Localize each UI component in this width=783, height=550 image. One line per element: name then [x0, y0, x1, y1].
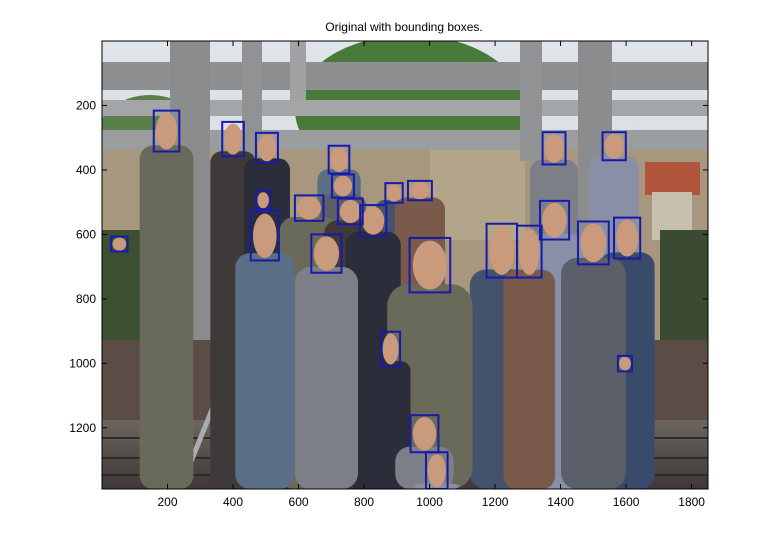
y-axis: 200 400 600 800 1000 1200	[69, 98, 708, 435]
bounding-box	[576, 220, 610, 266]
person-face	[580, 223, 607, 263]
person-body	[503, 269, 556, 489]
bounding-box	[110, 235, 129, 253]
x-tick-label: 600	[289, 495, 309, 509]
person-body	[235, 253, 295, 489]
person-face	[297, 196, 322, 220]
person-face	[412, 240, 447, 290]
bounding-box	[541, 131, 567, 166]
x-tick-label: 1000	[416, 495, 443, 509]
person-face	[223, 123, 243, 155]
y-tick-label: 1000	[69, 356, 96, 370]
bounding-box	[336, 197, 364, 226]
person-face	[155, 112, 178, 150]
bounding-box	[221, 120, 245, 158]
x-tick-label: 200	[157, 495, 177, 509]
person-body	[294, 266, 359, 489]
person-face	[333, 175, 353, 197]
y-tick-label: 800	[76, 292, 96, 306]
person-face	[619, 356, 631, 371]
person-face	[518, 228, 540, 275]
person-face	[313, 236, 340, 271]
person-face	[257, 192, 269, 209]
bounding-boxes	[110, 109, 642, 489]
x-tick-label: 1400	[547, 495, 574, 509]
bounding-box	[616, 354, 634, 373]
person-face	[330, 147, 348, 173]
bounding-box	[612, 216, 642, 260]
bounding-box	[384, 182, 404, 204]
person-face	[409, 181, 430, 200]
person-face	[362, 206, 385, 235]
bounding-box	[424, 451, 449, 489]
people-group	[112, 112, 655, 489]
bounding-box	[254, 131, 279, 164]
bounding-box	[255, 190, 272, 211]
axes-frame	[101, 40, 709, 490]
bounding-box	[406, 179, 433, 202]
y-tick-label: 1200	[69, 421, 96, 435]
x-tick-label: 800	[354, 495, 374, 509]
bounding-box	[152, 109, 181, 153]
person-face	[339, 199, 361, 224]
bounding-box	[538, 199, 571, 241]
bounding-box	[359, 204, 388, 238]
bounding-box	[293, 194, 325, 222]
person-face	[386, 184, 402, 202]
bounding-box	[601, 131, 627, 162]
person-face	[604, 133, 624, 159]
person-face	[257, 134, 277, 162]
person-face	[544, 133, 564, 163]
photo	[102, 41, 708, 489]
x-tick-label: 400	[223, 495, 243, 509]
bounding-box	[380, 330, 402, 368]
person-face	[427, 454, 446, 488]
person-face	[412, 417, 437, 451]
y-tick-label: 400	[76, 163, 96, 177]
y-tick-label: 600	[76, 227, 96, 241]
x-tick-label: 1800	[678, 495, 705, 509]
person-face	[112, 237, 127, 251]
person-face	[489, 226, 515, 275]
x-tick-label: 1600	[613, 495, 640, 509]
bounding-box	[249, 210, 280, 262]
person-face	[616, 219, 639, 257]
y-tick-label: 200	[76, 98, 96, 112]
bounding-box	[408, 236, 452, 294]
person-body	[561, 257, 626, 489]
bounding-box	[409, 414, 440, 454]
chart-title: Original with bounding boxes.	[325, 20, 482, 34]
x-tick-label: 1200	[482, 495, 509, 509]
person-face	[382, 333, 399, 365]
person-face	[252, 213, 277, 259]
person-body	[139, 145, 194, 489]
bounding-box	[310, 233, 343, 274]
person-face	[542, 202, 567, 238]
x-axis: 200 400 600 800 1000 1200 1400 1600 1800	[157, 41, 705, 509]
bounding-box	[516, 224, 543, 279]
